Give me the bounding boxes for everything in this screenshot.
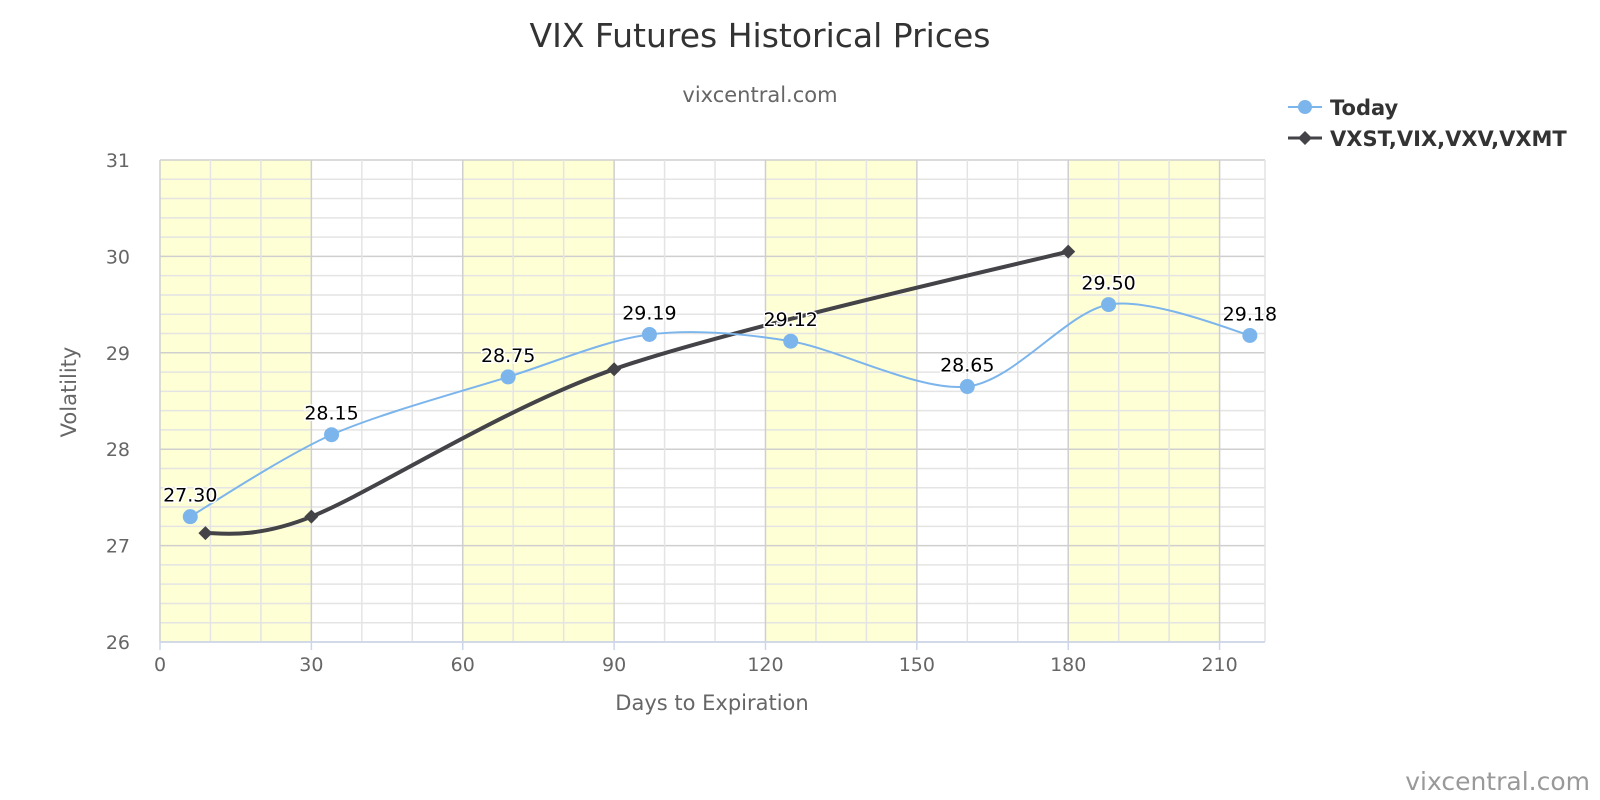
legend-label-term-structure: VXST,VIX,VXV,VXMT (1330, 127, 1567, 151)
data-label: 29.50 (1081, 273, 1135, 295)
data-label: 29.12 (764, 309, 818, 331)
term-structure-point[interactable] (607, 362, 622, 377)
chart-title: VIX Futures Historical Prices (530, 16, 991, 55)
data-label: 28.65 (940, 355, 994, 377)
x-tick-label: 30 (299, 654, 323, 676)
y-tick-label: 27 (106, 536, 130, 558)
y-tick-label: 30 (106, 246, 130, 268)
today-point[interactable] (182, 509, 198, 525)
term-structure-point[interactable] (1061, 244, 1076, 259)
x-tick-label: 120 (747, 654, 783, 676)
today-point[interactable] (959, 379, 975, 395)
today-point[interactable] (783, 333, 799, 349)
data-label: 28.75 (481, 345, 535, 367)
legend-circle-icon (1298, 100, 1312, 114)
today-point[interactable] (500, 369, 516, 385)
data-label: 29.18 (1223, 303, 1277, 325)
term-structure-point[interactable] (198, 526, 213, 541)
legend-item-today[interactable]: Today (1288, 96, 1399, 120)
shaded-band-0 (160, 160, 312, 642)
data-label: 28.15 (304, 403, 358, 425)
today-point[interactable] (1101, 297, 1117, 313)
y-tick-label: 28 (106, 439, 130, 461)
y-tick-label: 29 (106, 343, 130, 365)
today-point[interactable] (641, 326, 657, 342)
today-series-line[interactable] (189, 302, 1251, 518)
legend-label-today: Today (1330, 96, 1399, 120)
data-label: 27.30 (163, 485, 217, 507)
credit-link[interactable]: vixcentral.com (1405, 767, 1590, 796)
x-tick-label: 150 (899, 654, 935, 676)
today-point[interactable] (324, 427, 340, 443)
x-tick-label: 210 (1201, 654, 1237, 676)
legend-diamond-icon (1298, 131, 1312, 145)
x-tick-label: 0 (154, 654, 166, 676)
legend[interactable]: Today VXST,VIX,VXV,VXMT (1288, 96, 1567, 151)
legend-item-term-structure[interactable]: VXST,VIX,VXV,VXMT (1288, 127, 1567, 151)
y-tick-label: 31 (106, 150, 130, 172)
chart-subtitle: vixcentral.com (682, 83, 837, 107)
shaded-band-2 (765, 160, 917, 642)
y-axis-title: Volatility (57, 347, 81, 438)
x-axis-title: Days to Expiration (615, 691, 808, 715)
term-structure-series-line[interactable] (203, 249, 1071, 536)
today-point[interactable] (1242, 327, 1258, 343)
term-structure-point[interactable] (304, 509, 319, 524)
y-tick-label: 26 (106, 632, 130, 654)
x-tick-label: 90 (602, 654, 626, 676)
data-label: 29.19 (622, 302, 676, 324)
shaded-band-3 (1068, 160, 1220, 642)
x-tick-label: 180 (1050, 654, 1086, 676)
x-tick-label: 60 (451, 654, 475, 676)
